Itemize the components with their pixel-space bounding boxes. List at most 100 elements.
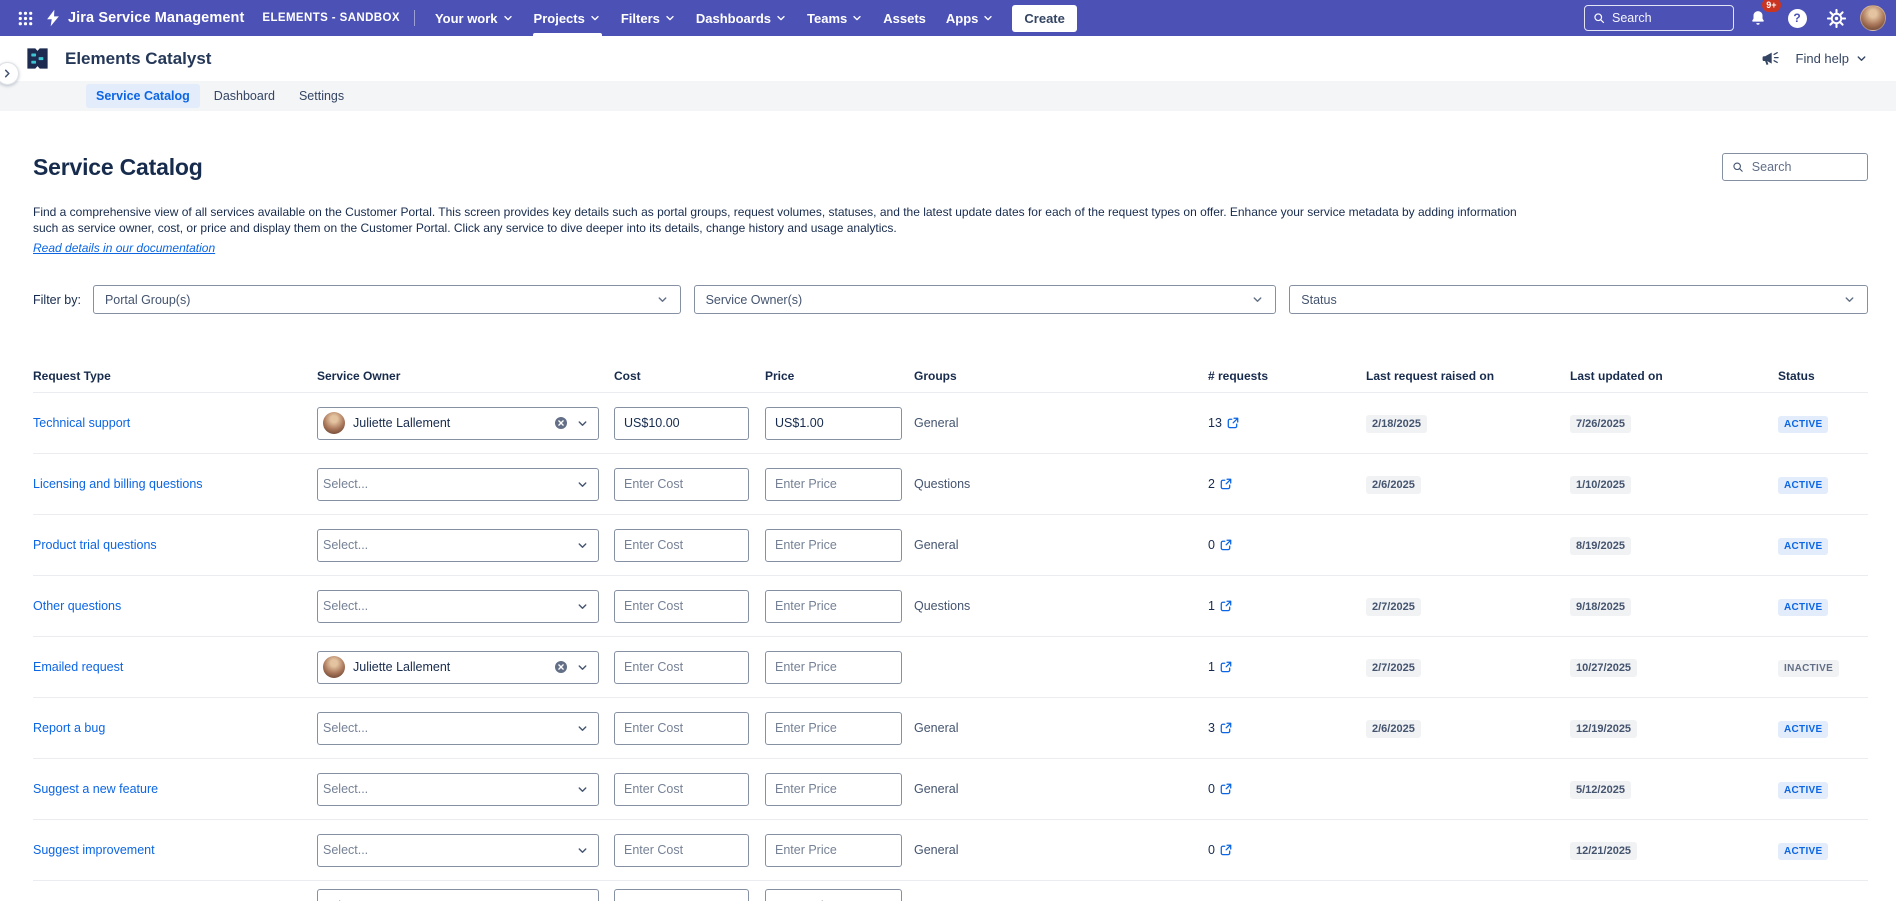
portal-groups-filter[interactable]: Portal Group(s) — [92, 285, 681, 314]
request-type-link[interactable]: Other questions — [33, 599, 122, 613]
request-type-link[interactable]: Suggest improvement — [33, 843, 155, 857]
service-owner-select[interactable]: Juliette Lallement — [317, 406, 599, 440]
requests-count-link[interactable]: 13 — [1208, 416, 1239, 430]
column-header-request-type: Request Type — [33, 369, 111, 383]
tab-service-catalog[interactable]: Service Catalog — [86, 84, 200, 108]
service-owner-select[interactable]: Select... — [317, 772, 599, 806]
request-type-link[interactable]: Report a bug — [33, 721, 106, 735]
status-badge: ACTIVE — [1778, 476, 1829, 494]
status-filter[interactable]: Status — [1289, 285, 1868, 314]
request-type-link[interactable]: Licensing and billing questions — [33, 477, 203, 491]
chevron-down-icon — [656, 293, 669, 306]
service-owners-filter[interactable]: Service Owner(s) — [693, 285, 1277, 314]
service-owners-filter-value: Service Owner(s) — [705, 292, 803, 307]
requests-count-link[interactable]: 0 — [1208, 538, 1232, 552]
cost-input[interactable] — [614, 406, 749, 440]
request-type-link[interactable]: Emailed request — [33, 660, 124, 674]
global-search-field[interactable] — [1584, 5, 1734, 31]
topnav-menu-item-projects[interactable]: Projects — [524, 0, 611, 36]
requests-count: 1 — [1208, 660, 1215, 674]
column-header-last-updated-on: Last updated on — [1570, 369, 1663, 383]
price-input[interactable] — [765, 650, 902, 684]
topnav-menu-item-apps[interactable]: Apps — [936, 0, 1005, 36]
catalog-search-input[interactable] — [1751, 160, 1858, 174]
requests-count-link[interactable]: 3 — [1208, 721, 1232, 735]
last-updated-date: 7/26/2025 — [1570, 414, 1631, 433]
price-input[interactable] — [765, 528, 902, 562]
price-input[interactable] — [765, 711, 902, 745]
service-owner-select[interactable]: Select... — [317, 467, 599, 501]
requests-count: 2 — [1208, 477, 1215, 491]
requests-count-link[interactable]: 1 — [1208, 599, 1232, 613]
cost-input[interactable] — [614, 650, 749, 684]
announcement-button[interactable] — [1761, 49, 1780, 68]
topnav-menu-item-assets[interactable]: Assets — [873, 0, 936, 36]
column-header-groups: Groups — [914, 369, 957, 383]
help-button[interactable]: ? — [1782, 3, 1812, 33]
price-input[interactable] — [765, 772, 902, 806]
groups-value: General — [914, 843, 959, 857]
cost-input[interactable] — [614, 833, 749, 867]
settings-button[interactable] — [1821, 3, 1851, 33]
price-input[interactable] — [765, 406, 902, 440]
cost-input[interactable] — [614, 889, 749, 901]
table-row: Emailed request Juliette Lallement — [33, 637, 1868, 698]
external-link-icon — [1227, 417, 1239, 429]
price-input[interactable] — [765, 833, 902, 867]
find-help-dropdown[interactable]: Find help — [1796, 51, 1868, 66]
cost-input[interactable] — [614, 711, 749, 745]
topnav-menu-item-your-work[interactable]: Your work — [425, 0, 524, 36]
service-catalog-table: Request Type Service Owner Cost Price Groups… — [33, 369, 1868, 901]
status-badge: ACTIVE — [1778, 415, 1829, 433]
clear-owner-icon[interactable] — [554, 416, 568, 430]
chevron-down-icon — [1857, 56, 1866, 61]
app-switcher-icon[interactable] — [10, 3, 40, 33]
cost-input[interactable] — [614, 772, 749, 806]
cost-input[interactable] — [614, 467, 749, 501]
request-type-link[interactable]: Suggest a new feature — [33, 782, 159, 796]
table-row: Suggest a new feature Select... General … — [33, 759, 1868, 820]
expand-sidebar-button[interactable] — [0, 62, 19, 85]
table-row: Product trial questions Select... Genera… — [33, 515, 1868, 576]
requests-count-link[interactable]: 0 — [1208, 782, 1232, 796]
service-owner-select[interactable]: Select... — [317, 589, 599, 623]
service-owner-select[interactable]: Select... — [317, 833, 599, 867]
search-icon — [1733, 162, 1743, 172]
clear-owner-icon[interactable] — [554, 660, 568, 674]
catalog-search-field[interactable] — [1722, 153, 1868, 181]
groups-value: General — [914, 416, 959, 430]
product-logo[interactable]: Jira Service Management — [44, 9, 244, 27]
requests-count-link[interactable]: 0 — [1208, 843, 1232, 857]
requests-count: 1 — [1208, 599, 1215, 613]
cost-input[interactable] — [614, 528, 749, 562]
notifications-button[interactable]: 9+ — [1743, 0, 1781, 33]
column-header-cost: Cost — [614, 369, 641, 383]
service-owner-select[interactable]: Juliette Lallement — [317, 650, 599, 684]
user-avatar[interactable] — [1860, 5, 1886, 31]
groups-value: General — [914, 721, 959, 735]
requests-count: 3 — [1208, 721, 1215, 735]
description-line-2: such as service owner, cost, or price an… — [33, 220, 897, 235]
page-description: Find a comprehensive view of all service… — [33, 205, 1868, 236]
topnav-menu-item-filters[interactable]: Filters — [611, 0, 686, 36]
global-search-input[interactable] — [1611, 11, 1725, 25]
external-link-icon — [1220, 539, 1232, 551]
create-button[interactable]: Create — [1012, 4, 1077, 32]
cost-input[interactable] — [614, 589, 749, 623]
request-type-link[interactable]: Product trial questions — [33, 538, 157, 552]
price-input[interactable] — [765, 467, 902, 501]
service-owner-select[interactable]: Select... — [317, 711, 599, 745]
service-owner-select[interactable]: Select... — [317, 889, 599, 901]
price-input[interactable] — [765, 889, 902, 901]
topnav-menu-item-dashboards[interactable]: Dashboards — [686, 0, 797, 36]
page-title: Service Catalog — [33, 153, 203, 180]
tab-dashboard[interactable]: Dashboard — [213, 89, 275, 103]
requests-count-link[interactable]: 1 — [1208, 660, 1232, 674]
requests-count-link[interactable]: 2 — [1208, 477, 1232, 491]
request-type-link[interactable]: Technical support — [33, 416, 131, 430]
price-input[interactable] — [765, 589, 902, 623]
documentation-link[interactable]: Read details in our documentation — [33, 241, 216, 255]
service-owner-select[interactable]: Select... — [317, 528, 599, 562]
topnav-menu-item-teams[interactable]: Teams — [797, 0, 873, 36]
tab-settings[interactable]: Settings — [298, 89, 345, 103]
